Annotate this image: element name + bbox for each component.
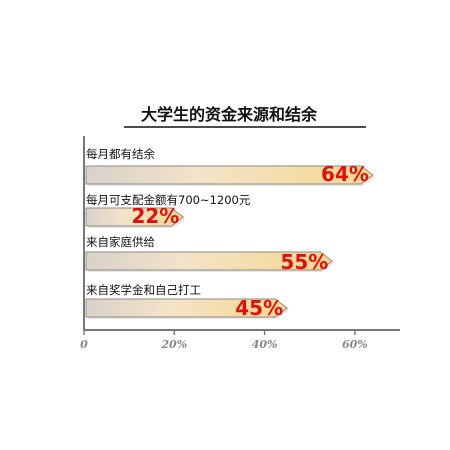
bar-group: 来自奖学金和自己打工 45%	[85, 283, 290, 320]
x-tick-label: 0	[80, 338, 88, 351]
x-tick-label: 40%	[252, 338, 278, 351]
chart-title: 大学生的资金来源和结余	[141, 105, 318, 124]
bar	[85, 207, 185, 227]
bar	[85, 298, 288, 318]
value-label: 55%	[280, 250, 328, 274]
axis-layer: 0 20% 40% 60%	[80, 136, 400, 351]
value-label: 64%	[321, 162, 369, 186]
category-label: 来自奖学金和自己打工	[86, 283, 201, 297]
bars-layer: 每月都有结余64%每月可支配金额有700~1200元22%来自家庭供给55%来自…	[85, 147, 375, 320]
category-label: 来自家庭供给	[86, 235, 155, 249]
bar-group: 来自家庭供给 55%	[85, 235, 335, 274]
bar-group: 每月都有结余 64%	[85, 147, 375, 186]
bar	[85, 251, 334, 271]
x-tick-label: 60%	[342, 338, 368, 351]
value-label: 22%	[131, 204, 179, 228]
category-label: 每月可支配金额有700~1200元	[86, 193, 251, 207]
category-label: 每月都有结余	[86, 147, 155, 161]
bar	[85, 165, 374, 185]
x-tick-label: 20%	[160, 338, 187, 351]
value-label: 45%	[235, 296, 283, 320]
